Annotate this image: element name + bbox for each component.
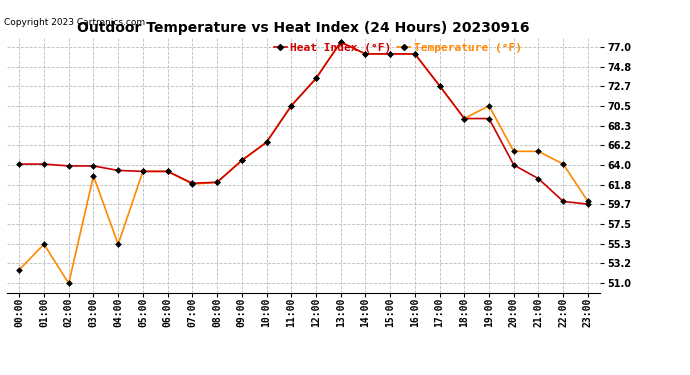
Legend: Heat Index (°F), Temperature (°F): Heat Index (°F), Temperature (°F) xyxy=(273,43,522,53)
Title: Outdoor Temperature vs Heat Index (24 Hours) 20230916: Outdoor Temperature vs Heat Index (24 Ho… xyxy=(77,21,530,35)
Text: Copyright 2023 Cartronics.com: Copyright 2023 Cartronics.com xyxy=(4,18,145,27)
